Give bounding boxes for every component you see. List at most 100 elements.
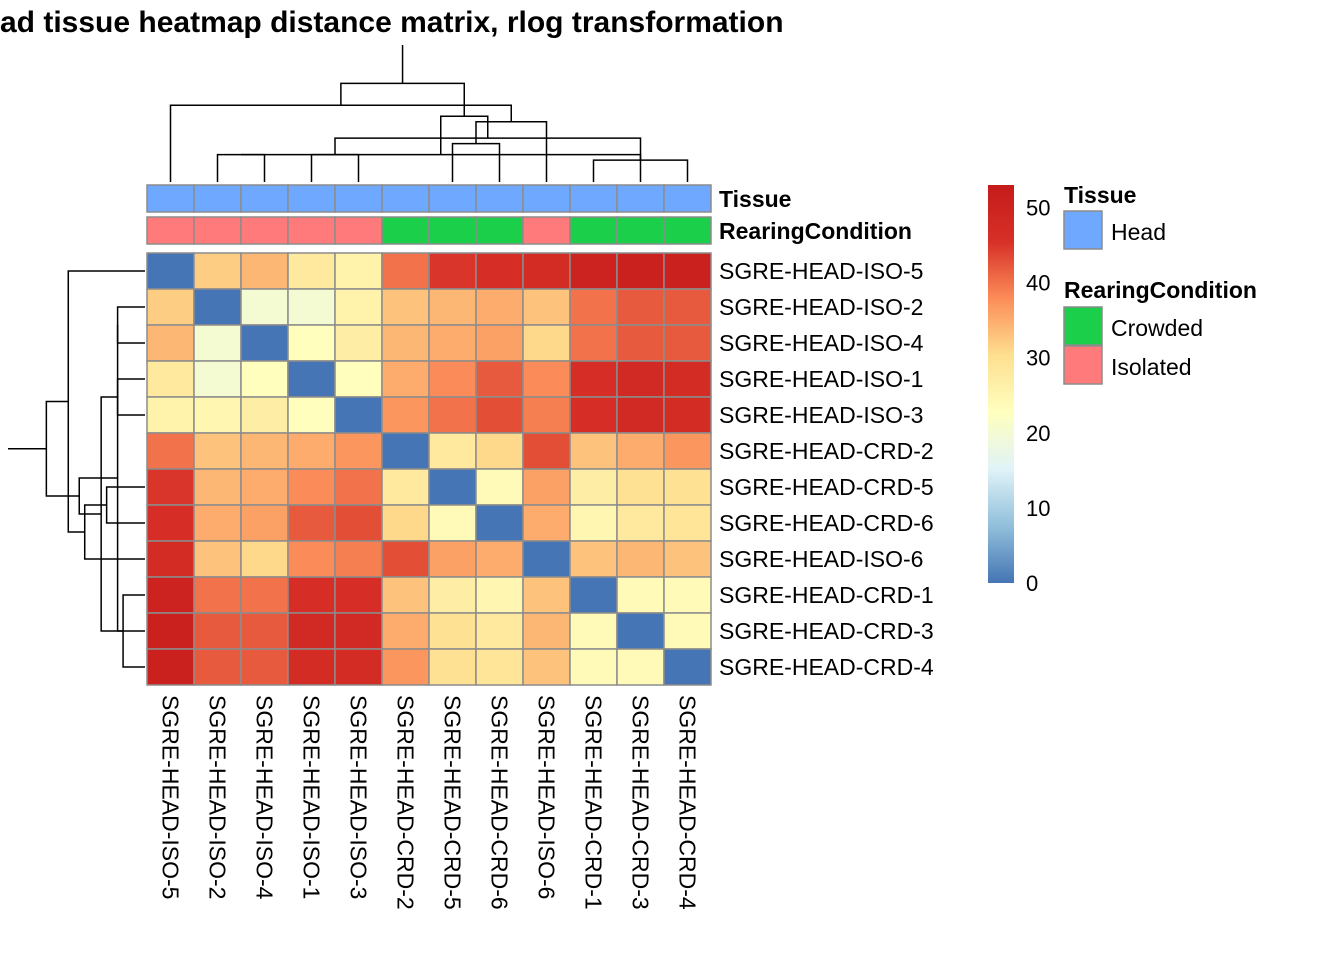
heatmap-cell — [616, 648, 665, 686]
annotation-cell — [475, 216, 524, 245]
heatmap-cell — [663, 504, 712, 542]
row-label: SGRE-HEAD-CRD-4 — [719, 654, 934, 680]
column-label: SGRE-HEAD-ISO-2 — [205, 695, 231, 899]
legend-swatch — [1063, 345, 1103, 385]
annotation-cell — [428, 184, 477, 213]
column-labels: SGRE-HEAD-ISO-5 SGRE-HEAD-ISO-2 SGRE-HEAD-… — [158, 695, 701, 910]
heatmap-cell — [287, 576, 336, 614]
annotation-cell — [522, 216, 571, 245]
heatmap-cell — [381, 324, 430, 362]
heatmap-cell — [146, 540, 195, 578]
annotation-cell — [146, 216, 195, 245]
color-scale-tick: 30 — [1026, 346, 1050, 371]
heatmap-cell — [334, 432, 383, 470]
heatmap-cell — [428, 324, 477, 362]
heatmap-cell — [240, 504, 289, 542]
heatmap-cell — [522, 468, 571, 506]
heatmap-cell — [569, 612, 618, 650]
row-labels: SGRE-HEAD-ISO-5 SGRE-HEAD-ISO-2 SGRE-HEAD-… — [719, 258, 934, 680]
legend-title: RearingCondition — [1064, 277, 1257, 303]
row-label: SGRE-HEAD-CRD-2 — [719, 438, 934, 464]
heatmap-cell — [663, 252, 712, 290]
heatmap-cell — [146, 432, 195, 470]
heatmap-cell — [428, 612, 477, 650]
color-scale-tick: 40 — [1026, 271, 1050, 296]
heatmap-cell — [428, 468, 477, 506]
heatmap-cell — [569, 432, 618, 470]
dendrogram-branch — [340, 82, 465, 117]
column-label: SGRE-HEAD-ISO-5 — [158, 695, 184, 899]
heatmap-cell — [616, 468, 665, 506]
column-label: SGRE-HEAD-CRD-3 — [628, 695, 654, 910]
dendrogram-branch — [241, 153, 642, 182]
heatmap-cell — [475, 504, 524, 542]
heatmap-cell — [381, 468, 430, 506]
heatmap-cell — [569, 324, 618, 362]
column-label: SGRE-HEAD-CRD-2 — [393, 695, 419, 910]
annotation-cell — [663, 184, 712, 213]
heatmap-cell — [428, 648, 477, 686]
heatmap-cell — [475, 648, 524, 686]
heatmap-cell — [475, 612, 524, 650]
heatmap-cell — [146, 504, 195, 542]
heatmap-cell — [616, 288, 665, 326]
heatmap-cell — [381, 504, 430, 542]
heatmap-cell — [240, 288, 289, 326]
heatmap-cell — [381, 648, 430, 686]
annotation-cell — [428, 216, 477, 245]
annotation-cell — [334, 184, 383, 213]
heatmap-cell — [240, 396, 289, 434]
heatmap-cell — [334, 360, 383, 398]
heatmap-cell — [663, 612, 712, 650]
heatmap-cell — [616, 504, 665, 542]
row-dendrogram — [8, 270, 145, 668]
annotation-cell — [381, 184, 430, 213]
row-label: SGRE-HEAD-ISO-3 — [719, 402, 923, 428]
row-label: SGRE-HEAD-CRD-3 — [719, 618, 934, 644]
heatmap-cell — [569, 504, 618, 542]
heatmap-cell — [475, 288, 524, 326]
heatmap-cell — [146, 468, 195, 506]
heatmap-cell — [334, 324, 383, 362]
heatmap-cell — [522, 360, 571, 398]
heatmap-cell — [475, 468, 524, 506]
annotation-cell — [334, 216, 383, 245]
column-label: SGRE-HEAD-CRD-4 — [675, 695, 701, 910]
heatmap-cell — [240, 576, 289, 614]
heatmap-cell — [334, 468, 383, 506]
color-scale-tick: 10 — [1026, 496, 1050, 521]
annotation-cell — [193, 184, 242, 213]
heatmap-cell — [616, 396, 665, 434]
column-label: SGRE-HEAD-ISO-1 — [299, 695, 325, 899]
row-label: SGRE-HEAD-ISO-2 — [719, 294, 923, 320]
dendrogram-branch — [216, 153, 266, 182]
heatmap-cell — [522, 540, 571, 578]
heatmap-cell — [287, 504, 336, 542]
heatmap-cell — [569, 468, 618, 506]
heatmap-cell — [240, 252, 289, 290]
heatmap-cell — [240, 324, 289, 362]
heatmap-cell — [193, 360, 242, 398]
heatmap-cell — [522, 432, 571, 470]
column-label: SGRE-HEAD-CRD-6 — [487, 695, 513, 910]
dendrogram-branch — [116, 378, 145, 416]
dendrogram-branch — [334, 137, 642, 161]
annotation-cell — [616, 184, 665, 213]
dendrogram-branch — [475, 120, 548, 182]
heatmap-cell — [193, 324, 242, 362]
heatmap-cell — [193, 612, 242, 650]
heatmap-cell — [569, 576, 618, 614]
heatmap-cell — [475, 432, 524, 470]
annotation-cell — [240, 216, 289, 245]
color-scale-bar — [988, 185, 1014, 583]
column-dendrogram — [169, 45, 689, 182]
heatmap-cell — [287, 252, 336, 290]
heatmap-cell — [287, 396, 336, 434]
heatmap-cell — [663, 468, 712, 506]
heatmap-cell — [146, 576, 195, 614]
heatmap-cell — [287, 360, 336, 398]
heatmap-cell — [428, 540, 477, 578]
annotation-cell — [193, 216, 242, 245]
heatmap-cell — [522, 576, 571, 614]
